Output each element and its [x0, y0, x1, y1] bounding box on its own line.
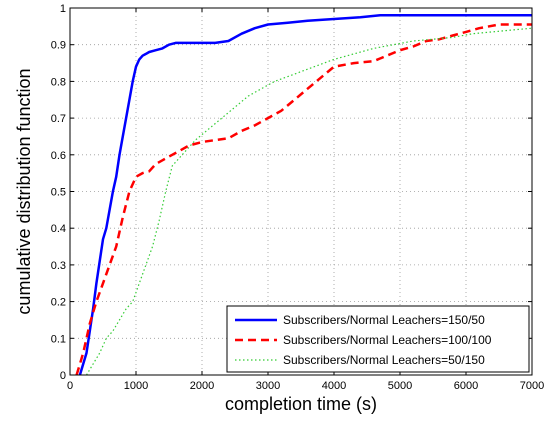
y-tick-label: 0 [60, 370, 66, 382]
legend: Subscribers/Normal Leachers=150/50 Subscr… [226, 305, 530, 373]
series-lines [75, 14, 533, 376]
series-line-3 [85, 27, 533, 376]
x-tick-label: 3000 [256, 380, 280, 392]
x-tick-label: 2000 [190, 380, 214, 392]
x-tick-label: 5000 [388, 380, 412, 392]
y-tick-label: 0.5 [51, 187, 66, 199]
y-tick-label: 0.6 [51, 150, 66, 162]
y-tick-label: 0.8 [51, 76, 66, 88]
series-line-1 [78, 14, 532, 376]
y-tick-label: 0.4 [51, 223, 66, 235]
legend-label-1: Subscribers/Normal Leachers=150/50 [283, 313, 485, 327]
legend-label-2: Subscribers/Normal Leachers=100/100 [283, 333, 492, 347]
y-tick-label: 1 [60, 3, 66, 15]
x-tick-label: 6000 [454, 380, 478, 392]
legend-box [226, 305, 530, 373]
grid [70, 8, 532, 375]
x-tick-label: 1000 [124, 380, 148, 392]
x-tick-label: 4000 [322, 380, 346, 392]
tick-labels: 0 1000 2000 3000 4000 5000 6000 7000 0 0.1 0.2 0.3 0… [51, 3, 545, 392]
x-tick-label: 7000 [520, 380, 544, 392]
y-tick-label: 0.3 [51, 260, 66, 272]
y-tick-label: 0.9 [51, 40, 66, 52]
y-axis-label: cumulative distribution function [14, 68, 34, 314]
x-axis-label: completion time (s) [225, 394, 377, 414]
axis-ticks [69, 7, 533, 376]
legend-label-3: Subscribers/Normal Leachers=50/150 [283, 353, 485, 367]
y-tick-label: 0.7 [51, 113, 66, 125]
x-tick-label: 0 [67, 380, 73, 392]
y-tick-label: 0.2 [51, 297, 66, 309]
y-tick-label: 0.1 [51, 333, 66, 345]
series-line-2 [75, 23, 532, 376]
